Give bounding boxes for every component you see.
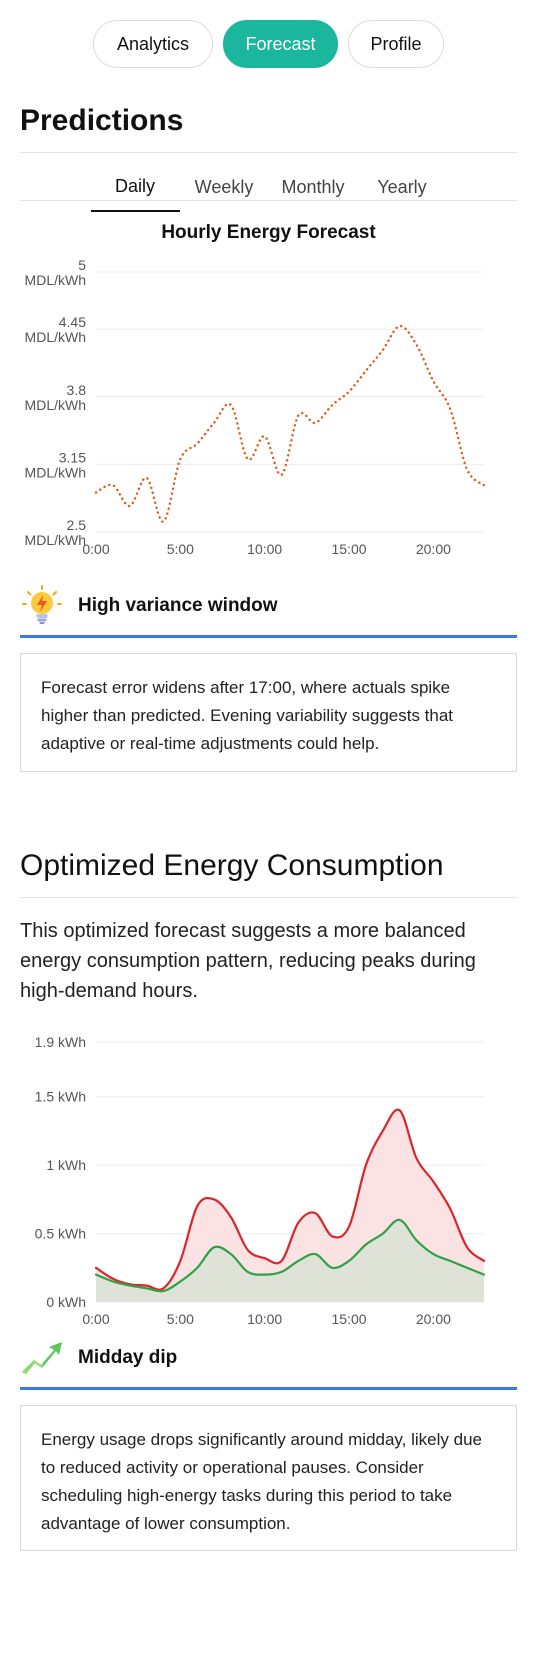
optimized-title: Optimized Energy Consumption [20,849,444,882]
lightbulb-icon [20,584,64,628]
x-tick-label: 5:00 [167,1311,194,1327]
forecast-chart-title: Hourly Energy Forecast [161,222,376,243]
x-tick-label: 15:00 [332,1311,367,1327]
top-navigation: Analytics Forecast Profile [0,20,537,68]
y-tick-label: 3.15 MDL/kWh [25,449,87,480]
y-tick-label: 1.9 kWh [35,1034,86,1050]
tab-daily[interactable]: Daily [90,162,180,212]
insight-midday-dip: Midday dip [20,1338,517,1378]
optimized-divider [20,897,517,898]
y-tick-label: 1.5 kWh [35,1089,86,1105]
y-tick-label: 4.45 MDL/kWh [25,314,87,345]
hourly-forecast-chart: 2.5 MDL/kWh 3.15 MDL/kWh 3.8 MDL/kWh 4.45 MDL/k… [25,257,486,557]
insight-note: Forecast error widens after 17:00, where… [20,653,517,772]
insight-divider [20,1387,517,1390]
predictions-title: Predictions [20,104,184,137]
x-tick-label: 5:00 [167,541,194,557]
series-line-1 [94,1218,486,1293]
y-tick-label: 1 kWh [46,1157,86,1173]
optimized-consumption-chart: 0 kWh 0.5 kWh 1 kWh 1.5 kWh 1.9 kWh 0:00 5:00 1… [35,1034,486,1327]
insight-divider [20,635,517,638]
y-tick-label: 3.8 MDL/kWh [25,382,87,413]
series-line-0 [94,1108,486,1291]
y-tick-label: 5 MDL/kWh [25,257,87,288]
trend-up-icon [20,1338,64,1378]
insight-label: High variance window [78,595,278,616]
tab-yearly[interactable]: Yearly [377,176,427,197]
predictions-divider [20,152,517,153]
x-tick-label: 15:00 [332,541,367,557]
tabs-divider [20,200,517,201]
y-tick-label: 2.5 MDL/kWh [25,517,87,548]
tab-weekly[interactable]: Weekly [194,176,254,197]
insight-high-variance: High variance window [20,584,517,628]
x-tick-label: 0:00 [82,541,109,557]
nav-analytics-button[interactable]: Analytics [93,20,213,68]
optimized-description: This optimized forecast suggests a more … [20,920,476,1002]
insight-note: Energy usage drops significantly around … [20,1405,517,1551]
series-area-1 [96,1219,484,1302]
x-tick-label: 0:00 [82,1311,109,1327]
nav-forecast-button[interactable]: Forecast [223,20,338,68]
y-tick-label: 0 kWh [46,1294,86,1310]
x-tick-label: 20:00 [416,1311,451,1327]
insight-label: Midday dip [78,1347,178,1368]
x-tick-label: 10:00 [247,1311,282,1327]
y-tick-label: 0.5 kWh [35,1226,86,1242]
series-line-0 [94,324,486,523]
x-tick-label: 20:00 [416,541,451,557]
x-tick-label: 10:00 [247,541,282,557]
nav-profile-button[interactable]: Profile [348,20,444,68]
period-tabs: Daily Weekly Monthly Yearly [0,162,537,212]
tab-monthly[interactable]: Monthly [281,176,345,197]
